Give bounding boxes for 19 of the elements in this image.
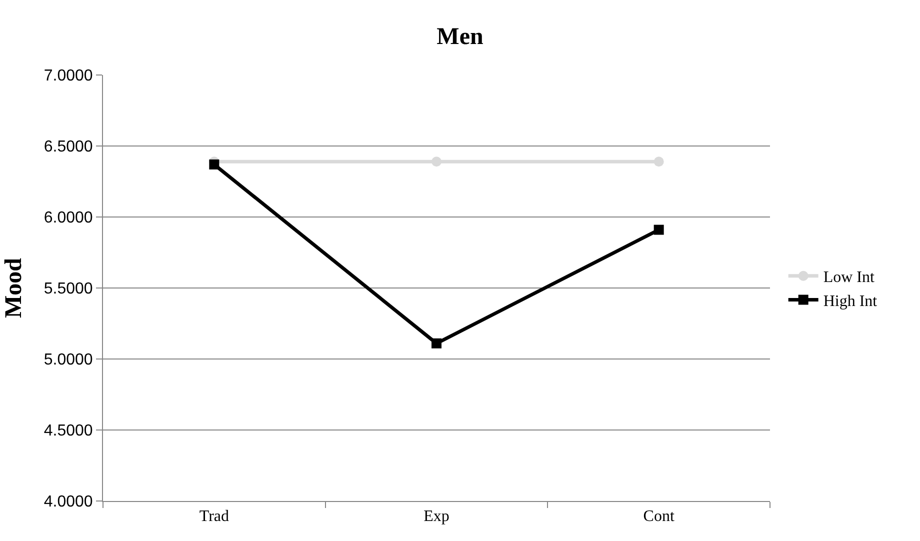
y-tick-label: 4.5000 bbox=[44, 422, 93, 440]
legend-label: Low Int bbox=[823, 269, 875, 286]
chart-title: Men bbox=[436, 24, 484, 50]
point bbox=[654, 224, 664, 235]
point bbox=[432, 338, 442, 348]
y-tick-label: 6.0000 bbox=[44, 210, 93, 227]
x-tick-label: Exp bbox=[424, 508, 450, 526]
y-tick-label: 7.0000 bbox=[44, 68, 93, 85]
x-tick-label: Cont bbox=[643, 508, 675, 526]
legend-label: High Int bbox=[823, 292, 878, 310]
y-tick-label: 5.5000 bbox=[44, 280, 93, 298]
point bbox=[432, 156, 442, 167]
y-tick-label: 5.0000 bbox=[44, 352, 93, 369]
y-tick-label: 6.5000 bbox=[44, 138, 93, 156]
y-axis-title: Mood bbox=[0, 257, 27, 318]
point bbox=[654, 156, 664, 167]
y-tick-label: 4.0000 bbox=[44, 494, 93, 511]
point bbox=[209, 159, 220, 170]
x-tick-label: Trad bbox=[199, 508, 229, 526]
